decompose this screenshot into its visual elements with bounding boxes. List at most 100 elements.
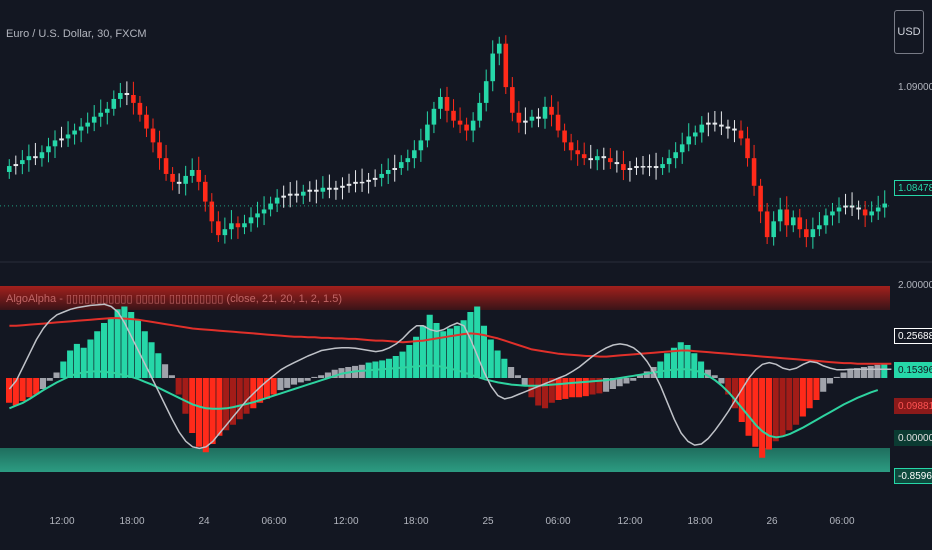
histogram-bar bbox=[297, 378, 304, 383]
histogram-bar bbox=[290, 378, 298, 385]
candle-body bbox=[13, 164, 19, 167]
candle-body bbox=[98, 112, 104, 117]
histogram-bar bbox=[480, 325, 488, 378]
green-signal-line bbox=[9, 364, 879, 439]
histogram-bar bbox=[60, 361, 67, 378]
candle-body bbox=[614, 162, 620, 165]
time-axis-label: 18:00 bbox=[119, 516, 145, 527]
time-axis-label: 18:00 bbox=[687, 516, 713, 527]
histogram-bar bbox=[881, 363, 888, 378]
histogram-bar bbox=[257, 378, 264, 403]
histogram-bar bbox=[596, 378, 603, 394]
currency-button[interactable]: USD bbox=[894, 10, 924, 54]
price-axis-label: 1.09000 bbox=[898, 82, 932, 93]
histogram-bar bbox=[19, 378, 26, 402]
candle-body bbox=[189, 170, 195, 176]
candle-body bbox=[477, 102, 482, 121]
candle-body bbox=[634, 166, 639, 169]
histogram-bar bbox=[100, 323, 108, 378]
histogram-bar bbox=[562, 378, 569, 399]
candle-body bbox=[6, 166, 12, 172]
candle-body bbox=[444, 96, 450, 111]
candle-body bbox=[398, 162, 404, 169]
candle-body bbox=[666, 158, 672, 165]
candle-body bbox=[418, 140, 424, 151]
histogram-bar bbox=[413, 336, 420, 378]
candle-body bbox=[274, 197, 280, 204]
candle-body bbox=[340, 185, 345, 188]
candle-body bbox=[314, 189, 319, 192]
histogram-bar bbox=[202, 378, 209, 453]
candle-body bbox=[137, 102, 143, 115]
histogram-bar bbox=[548, 378, 555, 403]
candle-body bbox=[294, 193, 300, 196]
candle-body bbox=[784, 209, 790, 226]
symbol-title[interactable]: Euro / U.S. Dollar, 30, FXCM bbox=[6, 28, 147, 40]
candle-body bbox=[20, 160, 25, 165]
histogram-bar bbox=[406, 345, 413, 378]
histogram-bar bbox=[494, 350, 501, 378]
price-pane[interactable] bbox=[0, 35, 890, 249]
candle-body bbox=[568, 142, 574, 151]
histogram-bar bbox=[528, 378, 535, 398]
histogram-bar bbox=[168, 375, 175, 378]
histogram-bar bbox=[467, 312, 474, 378]
histogram-bar bbox=[6, 378, 13, 403]
candle-body bbox=[621, 164, 626, 170]
candle-body bbox=[555, 114, 561, 131]
histogram-bar bbox=[236, 378, 243, 420]
histogram-bar bbox=[304, 378, 311, 381]
candle-body bbox=[300, 191, 306, 196]
indicator-title[interactable]: AlgoAlpha - ▯▯▯▯▯▯▯▯▯▯▯ ▯▯▯▯▯ ▯▯▯▯▯▯▯▯▯ … bbox=[6, 293, 342, 305]
histogram-bar bbox=[698, 361, 705, 378]
candle-body bbox=[281, 195, 286, 198]
candle-body bbox=[372, 177, 378, 180]
histogram-bar bbox=[840, 372, 847, 378]
candle-body bbox=[229, 223, 234, 230]
histogram-bar bbox=[508, 367, 515, 378]
candle-body bbox=[235, 223, 241, 228]
histogram-bar bbox=[813, 378, 820, 400]
candle-body bbox=[790, 217, 796, 226]
candle-body bbox=[562, 130, 567, 143]
indicator-tag-lower-band: -0.85967 bbox=[894, 468, 932, 484]
histogram-bar bbox=[195, 378, 203, 447]
indicator-pane[interactable] bbox=[0, 286, 892, 472]
histogram-bar bbox=[514, 375, 521, 378]
histogram-bar bbox=[189, 378, 196, 433]
histogram-bar bbox=[847, 369, 854, 378]
candle-body bbox=[287, 193, 293, 196]
histogram-bar bbox=[691, 353, 698, 378]
histogram-bar bbox=[182, 378, 189, 414]
candle-body bbox=[242, 223, 247, 228]
histogram-bar bbox=[745, 378, 752, 436]
indicator-tag-red-line: 0.09881 bbox=[894, 398, 932, 414]
histogram-bar bbox=[419, 325, 426, 378]
histogram-bar bbox=[26, 378, 33, 398]
histogram-bar bbox=[162, 364, 169, 378]
candle-body bbox=[209, 201, 215, 222]
histogram-bar bbox=[392, 356, 399, 378]
histogram-bar bbox=[636, 375, 644, 378]
candle-body bbox=[588, 158, 594, 161]
candle-body bbox=[425, 124, 430, 141]
histogram-bar bbox=[718, 378, 725, 384]
histogram-bar bbox=[229, 378, 236, 425]
histogram-bar bbox=[521, 378, 528, 387]
candle-body bbox=[503, 43, 509, 88]
lower-band bbox=[0, 448, 890, 472]
histogram-bar bbox=[440, 331, 447, 378]
indicator-tag-gray-line: 0.25688 bbox=[894, 328, 932, 344]
histogram-bar bbox=[67, 350, 74, 378]
candle-body bbox=[673, 152, 678, 159]
histogram-bar bbox=[752, 378, 759, 447]
candle-body bbox=[255, 213, 260, 218]
candle-body bbox=[412, 150, 417, 159]
histogram-bar bbox=[80, 347, 87, 378]
candle-body bbox=[575, 150, 580, 155]
upper-band bbox=[0, 286, 890, 310]
histogram-bar bbox=[39, 378, 47, 389]
candle-body bbox=[692, 132, 698, 137]
time-axis-label: 26 bbox=[766, 516, 778, 527]
